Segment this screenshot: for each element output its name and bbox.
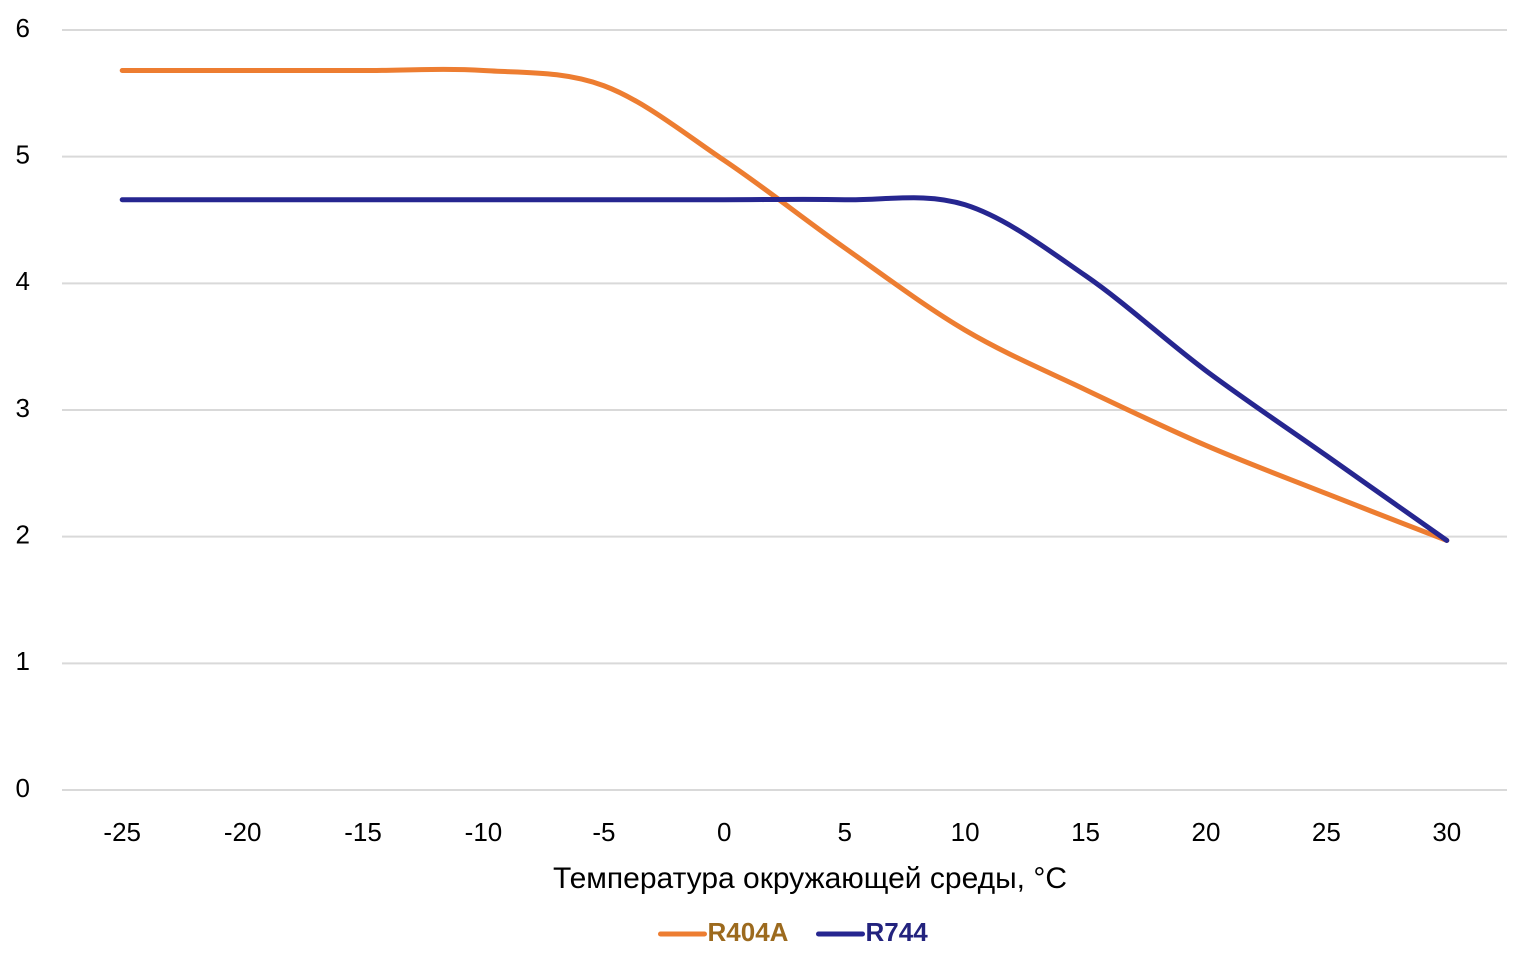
x-tick-label: -15 (344, 817, 382, 847)
y-tick-label: 6 (16, 13, 30, 43)
x-axis-label: Температура окружающей среды, °C (553, 862, 1067, 895)
x-tick-label: 15 (1071, 817, 1100, 847)
line-series (119, 195, 1450, 543)
x-tick-label: 30 (1432, 817, 1461, 847)
x-tick-label: 25 (1312, 817, 1341, 847)
legend-label: R744 (866, 917, 929, 947)
x-tick-label: -10 (465, 817, 503, 847)
y-tick-label: 4 (16, 266, 30, 296)
x-tick-label: -20 (224, 817, 262, 847)
y-tick-label: 1 (16, 646, 30, 676)
legend-label: R404A (708, 917, 789, 947)
y-tick-label: 2 (16, 520, 30, 550)
x-tick-label: -25 (103, 817, 141, 847)
x-tick-label: 0 (717, 817, 731, 847)
y-tick-label: 5 (16, 140, 30, 170)
x-tick-label: 10 (951, 817, 980, 847)
x-tick-label: -5 (592, 817, 615, 847)
x-tick-label: 20 (1191, 817, 1220, 847)
line-series (119, 66, 1450, 543)
y-tick-label: 3 (16, 393, 30, 423)
x-tick-label: 5 (837, 817, 851, 847)
y-tick-label: 0 (16, 773, 30, 803)
